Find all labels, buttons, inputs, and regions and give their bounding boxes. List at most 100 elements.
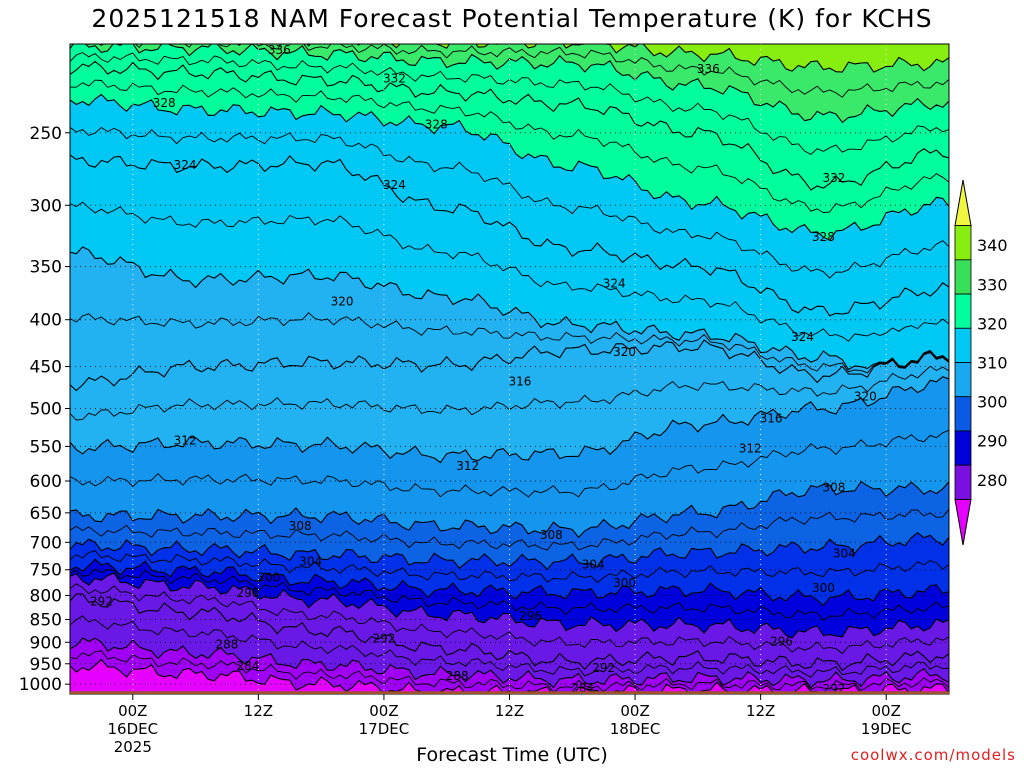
colorbar-label: 320: [977, 314, 1008, 333]
x-tick-label: 19DEC: [861, 720, 912, 738]
colorbar-label: 330: [977, 275, 1008, 294]
contour-label: 324: [791, 330, 814, 344]
isentrope-line: [70, 93, 949, 242]
contour-label: 292: [592, 661, 615, 675]
colorbar-segment: [954, 327, 972, 363]
isentrope-line-minor: [70, 312, 949, 374]
isentrope-line-minor: [70, 201, 949, 342]
x-tick-label: 00Z: [620, 702, 649, 720]
theta-band: [70, 61, 949, 241]
contour-label: 328: [812, 230, 835, 244]
theta-band: [70, 559, 949, 638]
y-tick-label: 600: [30, 472, 62, 492]
y-tick-label: 750: [30, 561, 62, 581]
theta-band: [70, 659, 949, 694]
credit-text: coolwx.com/models: [850, 746, 1016, 764]
contour-label: 288: [216, 637, 239, 651]
contour-label: 316: [509, 374, 532, 388]
colorbar-segment: [954, 225, 972, 261]
y-tick-label: 300: [30, 196, 62, 216]
colorbar-label: 340: [977, 236, 1008, 255]
contour-label: 316: [760, 412, 783, 426]
contour-label: 320: [854, 389, 877, 403]
contour-label: 292: [90, 594, 113, 608]
y-tick-label: 650: [30, 504, 62, 524]
theta-bands: [70, 44, 949, 694]
isentrope-line-minor: [70, 126, 949, 279]
y-tick-label: 1000: [19, 675, 62, 695]
isentrope-line: [70, 572, 949, 639]
isentrope-line-minor: [70, 550, 949, 584]
contour-label: 308: [289, 519, 312, 533]
colorbar-segment: [954, 362, 972, 398]
colorbar-segment: [954, 293, 972, 329]
chart-title: 2025121518 NAM Forecast Potential Temper…: [91, 4, 933, 33]
contour-label: 312: [174, 434, 197, 448]
colorbar-top-arrow: [954, 179, 972, 227]
isentrope-line: [70, 60, 949, 191]
isentrope-line: [306, 44, 949, 73]
x-tick-label: 00Z: [872, 702, 901, 720]
contour-label: 336: [268, 43, 291, 57]
contour-label: 312: [739, 442, 762, 456]
theta-band: [70, 154, 949, 370]
y-axis: 2503003504004505005506006507007508008509…: [19, 124, 70, 695]
colorbar-segment: [954, 430, 972, 466]
y-tick-label: 350: [30, 258, 62, 278]
contour-label: 324: [603, 276, 626, 290]
isentrope-line-minor: [70, 429, 949, 498]
y-tick-label: 950: [30, 655, 62, 675]
isentrope-line: [70, 376, 949, 464]
contour-label: 296: [519, 609, 542, 623]
contour-label: 300: [257, 571, 280, 585]
theta-band: [70, 376, 949, 538]
isentrope-line-minor: [70, 79, 949, 214]
ground-area: [70, 691, 949, 694]
x-tick-label: 12Z: [746, 702, 775, 720]
theta-band: [70, 481, 949, 570]
y-tick-label: 900: [30, 633, 62, 653]
contour-label: 312: [456, 459, 479, 473]
isentrope-line: [70, 480, 949, 539]
colorbar: 280 290 300 310 320 330 340: [954, 179, 1008, 546]
x-tick-label: 12Z: [495, 702, 524, 720]
grid-lines: [70, 44, 949, 694]
contour-label: 328: [153, 96, 176, 110]
y-tick-label: 850: [30, 611, 62, 631]
x-tick-label: 16DEC: [107, 720, 158, 738]
colorbar-segment: [954, 259, 972, 295]
contour-label: 300: [812, 581, 835, 595]
isentrope-line-minor: [70, 583, 949, 655]
theta-band: [70, 247, 949, 391]
contour-label: 304: [582, 557, 605, 571]
theta-band: [70, 593, 949, 688]
theta-band: [70, 44, 949, 123]
y-tick-label: 450: [30, 358, 62, 378]
x-tick-label: 2025: [114, 738, 152, 756]
x-tick-label: 18DEC: [610, 720, 661, 738]
theta-band: [70, 94, 949, 316]
contour-label: 284: [236, 659, 259, 673]
isentrope-line: [70, 637, 949, 689]
isentrope-line-minor: [70, 509, 949, 551]
contour-label: 320: [613, 345, 636, 359]
theta-band: [70, 573, 949, 671]
x-axis-label: Forecast Time (UTC): [416, 744, 608, 766]
contour-label: 332: [383, 71, 406, 85]
contour-label: 308: [822, 481, 845, 495]
theta-band: [307, 44, 949, 73]
y-tick-label: 400: [30, 311, 62, 331]
colorbar-bottom-arrow: [954, 498, 972, 546]
contour-label: 304: [299, 555, 322, 569]
colorbar-label: 310: [977, 354, 1008, 373]
y-tick-label: 500: [30, 399, 62, 419]
contour-label: 332: [822, 171, 845, 185]
contour-label: 320: [331, 294, 354, 308]
colorbar-segment: [954, 396, 972, 432]
contour-label: 292: [372, 632, 395, 646]
contour-label: 300: [613, 576, 636, 590]
contour-label: 304: [833, 547, 856, 561]
isentrope-line: [70, 531, 949, 571]
contour-label: 328: [425, 118, 448, 132]
